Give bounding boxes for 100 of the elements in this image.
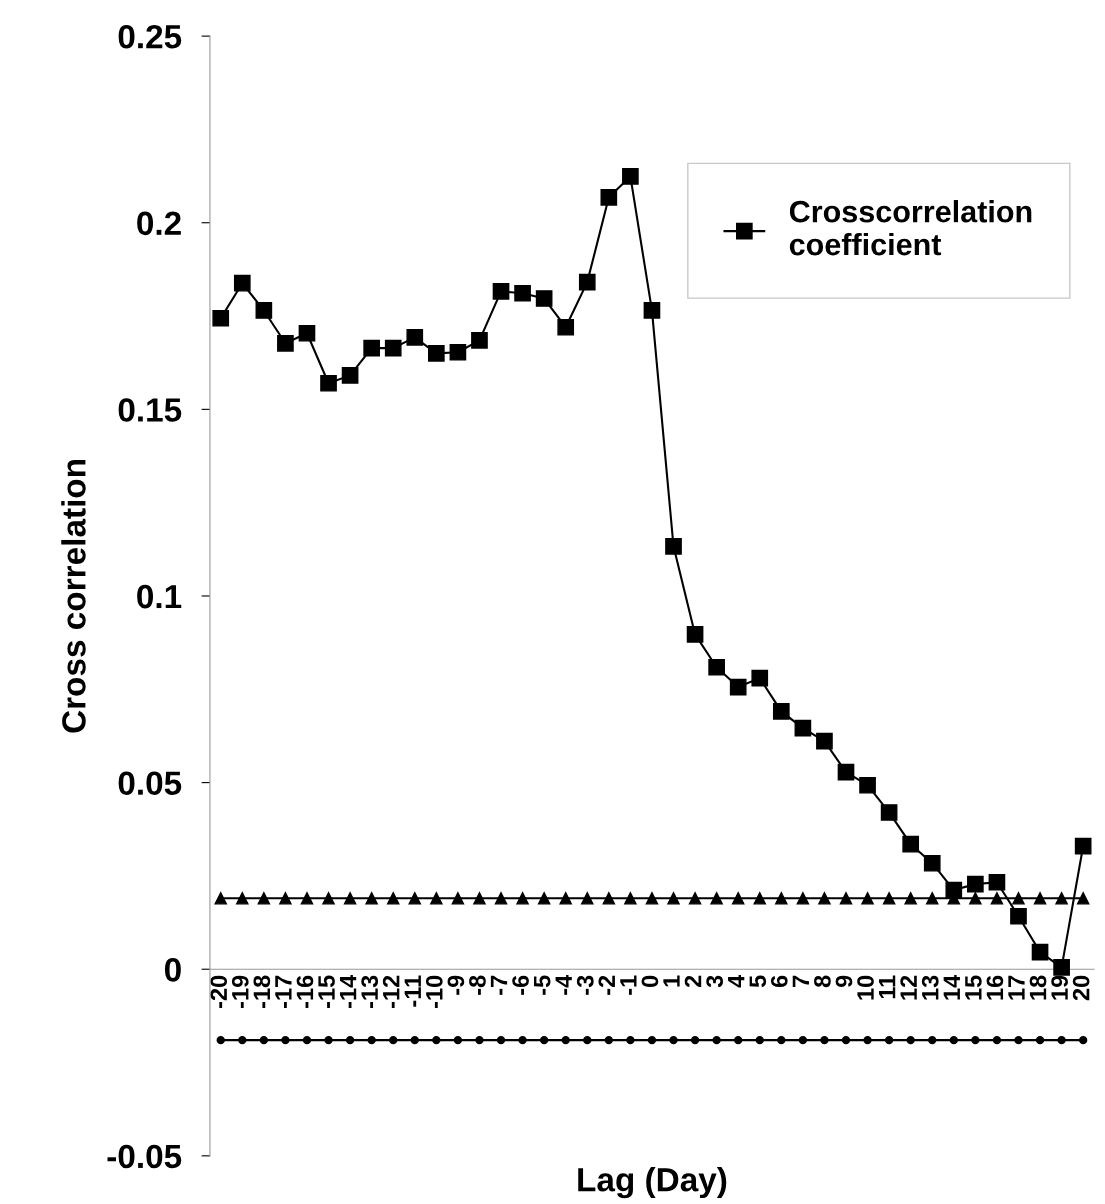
x-tick-label: -20 [210, 975, 228, 1008]
point [820, 1035, 829, 1045]
point [923, 854, 941, 872]
point [969, 892, 982, 905]
x-tick-label: 3 [706, 975, 723, 988]
point [690, 1035, 700, 1045]
point [600, 189, 618, 206]
point [341, 367, 359, 384]
legend-label: Crosscorrelation coefficient [789, 200, 1032, 256]
point [430, 892, 443, 905]
x-tick-label: -14 [339, 974, 357, 1008]
point [928, 1035, 937, 1045]
point [902, 835, 920, 853]
x-tick-label: 1 [663, 975, 680, 987]
point [753, 892, 767, 905]
point [279, 892, 292, 905]
point [686, 626, 704, 643]
y-tick-label: 0.2 [137, 211, 181, 236]
point [277, 334, 294, 352]
x-tick-label: 7 [792, 975, 809, 987]
point [647, 1035, 657, 1045]
point [884, 1035, 894, 1045]
point [1033, 892, 1047, 905]
x-tick-label: 16 [986, 975, 1004, 1000]
y-tick-label: -0.05 [107, 1144, 182, 1169]
x-tick-label: 14 [943, 974, 960, 1000]
point [367, 1035, 376, 1045]
point [324, 1035, 333, 1045]
point [604, 1035, 613, 1045]
x-tick-label: -5 [534, 975, 551, 995]
point [1076, 892, 1090, 905]
y-tick-label: 0.25 [118, 24, 182, 49]
point [345, 1035, 355, 1045]
x-tick-label: -2 [598, 975, 615, 995]
point [665, 538, 682, 555]
point [496, 1035, 506, 1045]
point [1012, 892, 1025, 905]
x-tick-label: 15 [965, 975, 982, 1000]
x-tick-label: -15 [318, 975, 335, 1008]
point [777, 1035, 786, 1045]
x-tick-label: -16 [296, 975, 314, 1008]
point [475, 1035, 484, 1045]
x-tick-label: -4 [555, 974, 572, 995]
point [988, 873, 1006, 891]
x-tick-label: 8 [814, 975, 831, 988]
point [925, 892, 939, 905]
point [796, 892, 810, 905]
x-tick-label: 6 [770, 975, 788, 988]
point [712, 1035, 721, 1045]
point [365, 892, 378, 905]
x-tick-label: 11 [878, 975, 896, 999]
x-tick-label: 10 [857, 975, 874, 1000]
x-tick-label: 17 [1008, 975, 1025, 1000]
y-tick-label: 0.1 [137, 584, 182, 609]
point [992, 1035, 1002, 1045]
point [859, 776, 876, 794]
point [755, 1035, 764, 1045]
point [581, 892, 594, 905]
point [233, 274, 251, 292]
point [516, 892, 529, 905]
point [518, 1035, 527, 1045]
x-tick-label: 5 [749, 975, 767, 988]
point [406, 328, 424, 346]
x-tick-label: -1 [620, 975, 637, 995]
point [708, 658, 725, 676]
point [688, 892, 702, 905]
y-axis-title: Cross correlation [61, 460, 86, 733]
x-tick-label: -13 [361, 975, 379, 1008]
point [622, 168, 639, 185]
point [643, 302, 661, 319]
point [214, 892, 227, 905]
point [535, 290, 553, 307]
point [967, 875, 984, 893]
point [861, 892, 874, 905]
point [794, 719, 812, 737]
point [626, 1035, 635, 1045]
point [559, 892, 572, 905]
point [432, 1035, 441, 1045]
point [1053, 959, 1070, 976]
point [818, 892, 831, 905]
point [322, 892, 335, 905]
point [645, 892, 659, 905]
point [578, 273, 596, 291]
point [731, 892, 745, 905]
point [772, 702, 790, 720]
point [428, 345, 445, 362]
x-tick-label: -9 [447, 975, 465, 995]
point [667, 892, 680, 905]
point [583, 1035, 592, 1045]
point [729, 678, 747, 696]
x-tick-label: 4 [728, 974, 745, 988]
point [1035, 1035, 1045, 1045]
point [710, 892, 723, 905]
x-tick-label: 12 [900, 975, 917, 1000]
x-tick-label: -18 [253, 975, 271, 1008]
point [949, 1035, 958, 1045]
x-tick-label: -17 [275, 975, 292, 1008]
point [904, 892, 917, 905]
y-tick-label: 0.05 [118, 771, 182, 796]
point [1031, 943, 1049, 961]
